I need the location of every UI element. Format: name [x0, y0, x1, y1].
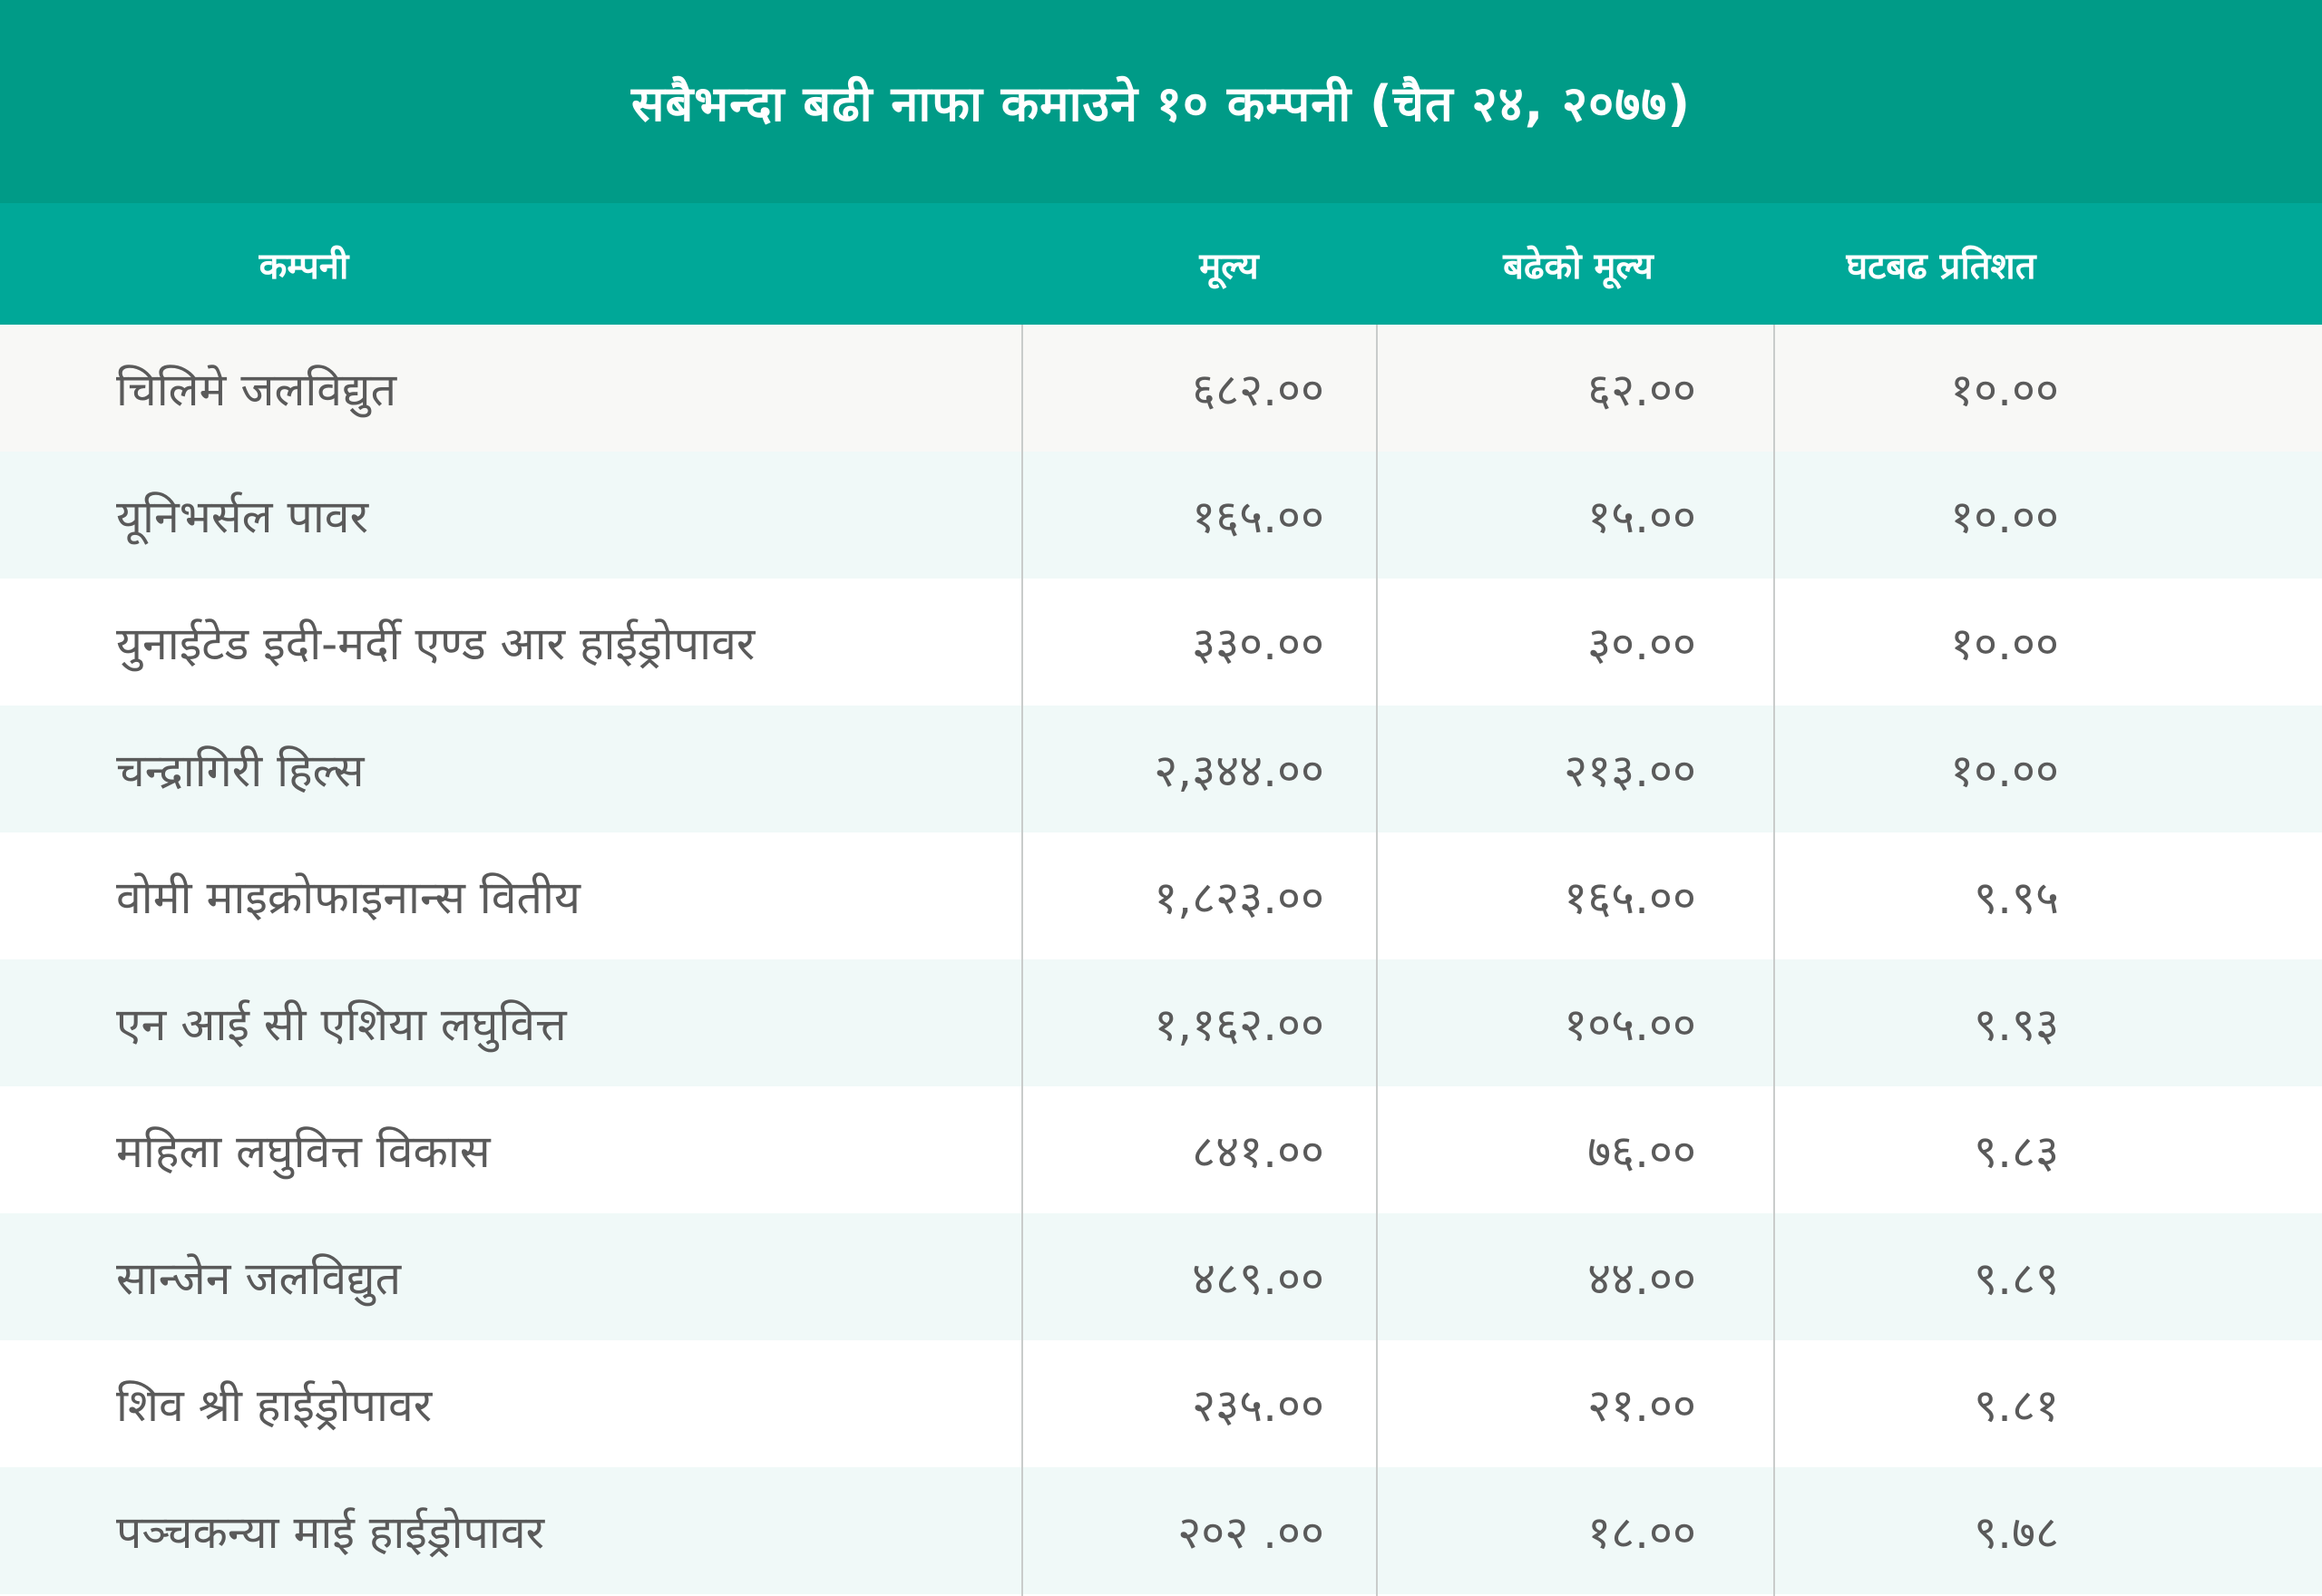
change-percent-value: १०.०० [1950, 491, 2059, 543]
price-value: २३५.०० [1192, 1379, 1324, 1432]
header-price: मूल्य [1199, 245, 1259, 287]
price-value: ४८९.०० [1192, 1252, 1324, 1305]
increase-value: ४४.०० [1587, 1252, 1696, 1305]
increase-value: ६२.०० [1587, 364, 1696, 416]
table-row: सान्जेन जलविद्युत ४८९.०० ४४.०० ९.८९ [0, 1213, 2322, 1340]
table-row: यूनिभर्सल पावर १६५.०० १५.०० १०.०० [0, 452, 2322, 579]
company-name: यूनिभर्सल पावर [116, 491, 369, 543]
change-percent-value: ९.९५ [1974, 871, 2059, 924]
company-name: चन्द्रागिरी हिल्स [116, 744, 365, 797]
change-percent-value: ९.८१ [1974, 1379, 2059, 1432]
price-value: २,३४४.०० [1154, 744, 1324, 797]
column-divider [1773, 325, 1775, 1596]
change-percent-value: ९.९३ [1974, 998, 2059, 1051]
table-row: चिलिमे जलविद्युत ६८२.०० ६२.०० १०.०० [0, 325, 2322, 452]
increase-value: ७६.०० [1587, 1125, 1696, 1178]
title-bar: सबैभन्दा बढी नाफा कमाउने १० कम्पनी (चैत … [0, 0, 2322, 203]
increase-value: ३०.०० [1587, 618, 1696, 670]
company-name: वोमी माइक्रोफाइनान्स वितीय [116, 871, 580, 924]
price-value: १,८२३.०० [1154, 871, 1324, 924]
column-divider [1021, 325, 1023, 1596]
price-value: ६८२.०० [1192, 364, 1324, 416]
price-value: ३३०.०० [1192, 618, 1324, 670]
table-row: एन आई सी एशिया लघुवित्त १,१६२.०० १०५.०० … [0, 959, 2322, 1086]
increase-value: १८.०० [1587, 1506, 1696, 1559]
company-name: युनाईटेड इदी-मर्दी एण्ड आर हाईड्रोपावर [116, 618, 756, 670]
change-percent-value: ९.७८ [1974, 1506, 2059, 1559]
increase-value: २१.०० [1587, 1379, 1696, 1432]
increase-value: २१३.०० [1564, 744, 1696, 797]
table-row: वोमी माइक्रोफाइनान्स वितीय १,८२३.०० १६५.… [0, 832, 2322, 959]
table-row: महिला लघुवित्त विकास ८४१.०० ७६.०० ९.८३ [0, 1086, 2322, 1213]
table-row: शिव श्री हाईड्रोपावर २३५.०० २१.०० ९.८१ [0, 1340, 2322, 1467]
change-percent-value: ९.८३ [1974, 1125, 2059, 1178]
change-percent-value: १०.०० [1950, 618, 2059, 670]
company-name: चिलिमे जलविद्युत [116, 364, 397, 416]
company-name: शिव श्री हाईड्रोपावर [116, 1379, 433, 1432]
header-company: कम्पनी [259, 245, 349, 287]
header-change-percent: घटबढ प्रतिशत [1846, 245, 2036, 287]
change-percent-value: १०.०० [1950, 364, 2059, 416]
header-increase: बढेको मूल्य [1503, 245, 1654, 287]
increase-value: १५.०० [1587, 491, 1696, 543]
change-percent-value: ९.८९ [1974, 1252, 2059, 1305]
table-row: युनाईटेड इदी-मर्दी एण्ड आर हाईड्रोपावर ३… [0, 579, 2322, 706]
table-row: चन्द्रागिरी हिल्स २,३४४.०० २१३.०० १०.०० [0, 706, 2322, 832]
increase-value: १०५.०० [1564, 998, 1696, 1051]
table-row: पञ्चकन्या माई हाईड्रोपावर २०२ .०० १८.०० … [0, 1467, 2322, 1594]
price-value: १,१६२.०० [1154, 998, 1324, 1051]
company-name: सान्जेन जलविद्युत [116, 1252, 402, 1305]
page-title: सबैभन्दा बढी नाफा कमाउने १० कम्पनी (चैत … [630, 75, 1692, 132]
table-body: चिलिमे जलविद्युत ६८२.०० ६२.०० १०.०० यूनि… [0, 325, 2322, 1596]
price-value: १६५.०० [1192, 491, 1324, 543]
increase-value: १६५.०० [1564, 871, 1696, 924]
company-name: एन आई सी एशिया लघुवित्त [116, 998, 567, 1051]
company-name: पञ्चकन्या माई हाईड्रोपावर [116, 1506, 545, 1559]
price-value: ८४१.०० [1192, 1125, 1324, 1178]
change-percent-value: १०.०० [1950, 744, 2059, 797]
column-divider [1376, 325, 1378, 1596]
price-value: २०२ .०० [1177, 1506, 1324, 1559]
table-header: कम्पनी मूल्य बढेको मूल्य घटबढ प्रतिशत [0, 203, 2322, 325]
company-name: महिला लघुवित्त विकास [116, 1125, 491, 1178]
